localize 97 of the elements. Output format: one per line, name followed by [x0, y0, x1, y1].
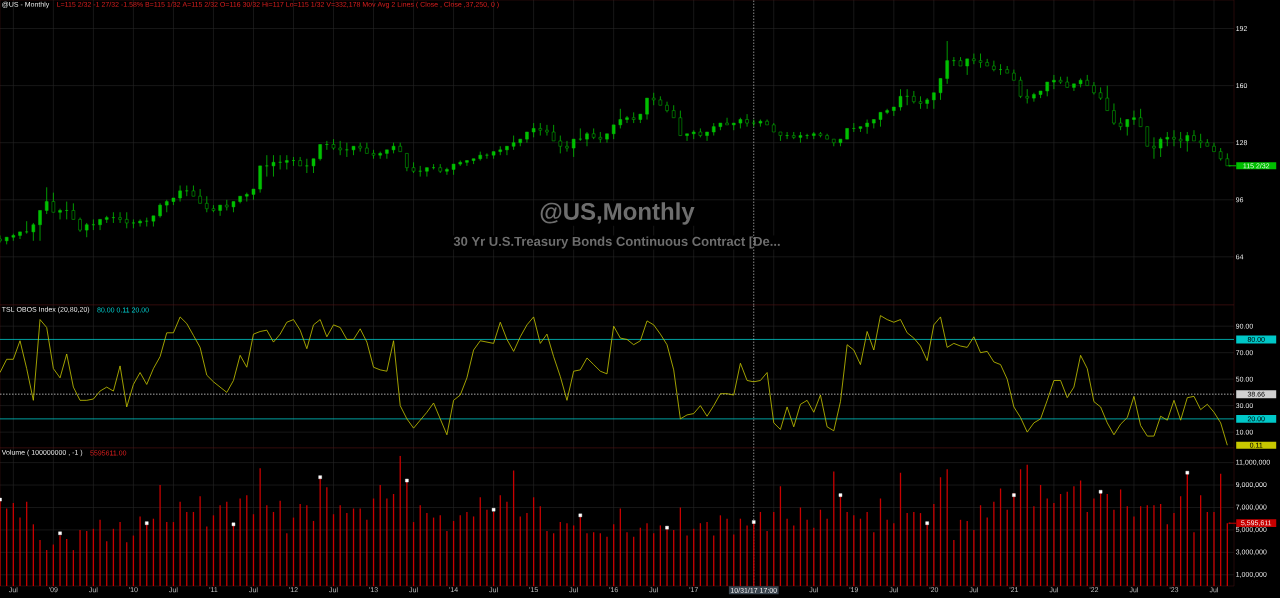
annotation: 30 Yr U.S.Treasury Bonds Continuous Contract [De...	[453, 236, 780, 249]
candlestick	[278, 154, 282, 170]
candlestick	[1018, 76, 1023, 99]
candlestick	[578, 128, 583, 142]
point	[752, 520, 756, 524]
candlestick	[852, 122, 856, 133]
candlestick	[1178, 131, 1183, 149]
candlestick	[145, 217, 149, 227]
candlestick	[1025, 88, 1029, 104]
candlestick	[1092, 81, 1096, 95]
candlestick	[1192, 129, 1196, 142]
candlestick	[51, 192, 56, 213]
candlestick	[972, 53, 976, 65]
point	[665, 525, 669, 530]
point	[1098, 490, 1103, 494]
candlestick	[271, 154, 276, 177]
candlestick	[305, 158, 309, 174]
candlestick	[705, 131, 709, 142]
candlestick	[485, 153, 489, 160]
candlestick	[725, 117, 729, 126]
point	[925, 521, 929, 525]
annotation: @US,Monthly	[540, 202, 695, 225]
candlestick	[431, 163, 436, 170]
candlestick	[678, 110, 683, 136]
candlestick	[385, 149, 389, 160]
candlestick	[91, 218, 96, 231]
candlestick	[24, 220, 29, 235]
candlestick	[325, 140, 329, 151]
candlestick	[945, 40, 949, 85]
candlestick	[1132, 110, 1136, 126]
candlestick	[198, 188, 202, 204]
candlestick	[418, 165, 422, 177]
candlestick	[178, 185, 182, 202]
point	[405, 478, 409, 483]
candlestick	[465, 160, 469, 167]
candlestick	[865, 119, 869, 135]
candlestick	[785, 131, 789, 140]
point	[58, 531, 62, 535]
candlestick	[585, 131, 589, 147]
candlestick	[938, 78, 943, 101]
candlestick	[992, 60, 996, 72]
candlestick	[1112, 103, 1116, 126]
candlestick	[118, 211, 122, 224]
candlestick	[618, 108, 623, 129]
candlestick	[64, 201, 69, 220]
candlestick	[98, 218, 102, 231]
candlestick	[1105, 85, 1109, 111]
candlestick	[1032, 92, 1036, 103]
candlestick	[285, 154, 289, 170]
candlestick	[111, 211, 116, 224]
candlestick	[885, 108, 889, 115]
candlestick	[978, 53, 983, 69]
point	[578, 513, 583, 518]
candlestick	[898, 88, 903, 111]
candlestick	[545, 124, 549, 136]
candlestick	[952, 56, 956, 67]
candlestick	[745, 113, 749, 128]
candlestick	[1198, 133, 1203, 149]
candlestick	[625, 115, 629, 124]
candlestick	[805, 133, 809, 140]
candlestick	[291, 156, 296, 167]
candlestick	[445, 167, 449, 176]
candlestick	[918, 95, 923, 110]
candlestick	[505, 145, 509, 156]
candlestick	[1072, 83, 1076, 92]
candlestick	[338, 140, 342, 156]
candlestick	[38, 210, 42, 242]
point	[1012, 493, 1016, 497]
candlestick	[1052, 74, 1056, 90]
candlestick	[44, 186, 49, 215]
candlestick	[905, 88, 909, 106]
candlestick	[645, 97, 649, 120]
candlestick	[565, 140, 569, 153]
candlestick	[1158, 136, 1163, 158]
candlestick	[138, 218, 142, 227]
candlestick	[131, 218, 136, 229]
candlestick	[1172, 129, 1176, 147]
candlestick	[425, 167, 429, 177]
candlestick	[1145, 126, 1150, 147]
candlestick	[18, 231, 22, 240]
candlestick	[218, 204, 222, 217]
point	[145, 521, 149, 525]
candlestick	[258, 165, 262, 194]
candlestick	[1152, 136, 1156, 160]
candlestick	[538, 122, 543, 136]
candlestick	[685, 133, 689, 142]
candlestick	[1185, 131, 1190, 153]
point	[231, 522, 236, 526]
candlestick	[345, 142, 349, 158]
point	[838, 493, 843, 497]
candlestick	[1165, 131, 1170, 147]
candlestick	[58, 208, 62, 220]
candlestick	[265, 154, 269, 177]
point	[318, 475, 322, 479]
point	[1185, 470, 1190, 475]
candlestick	[998, 63, 1003, 76]
point	[491, 508, 496, 512]
